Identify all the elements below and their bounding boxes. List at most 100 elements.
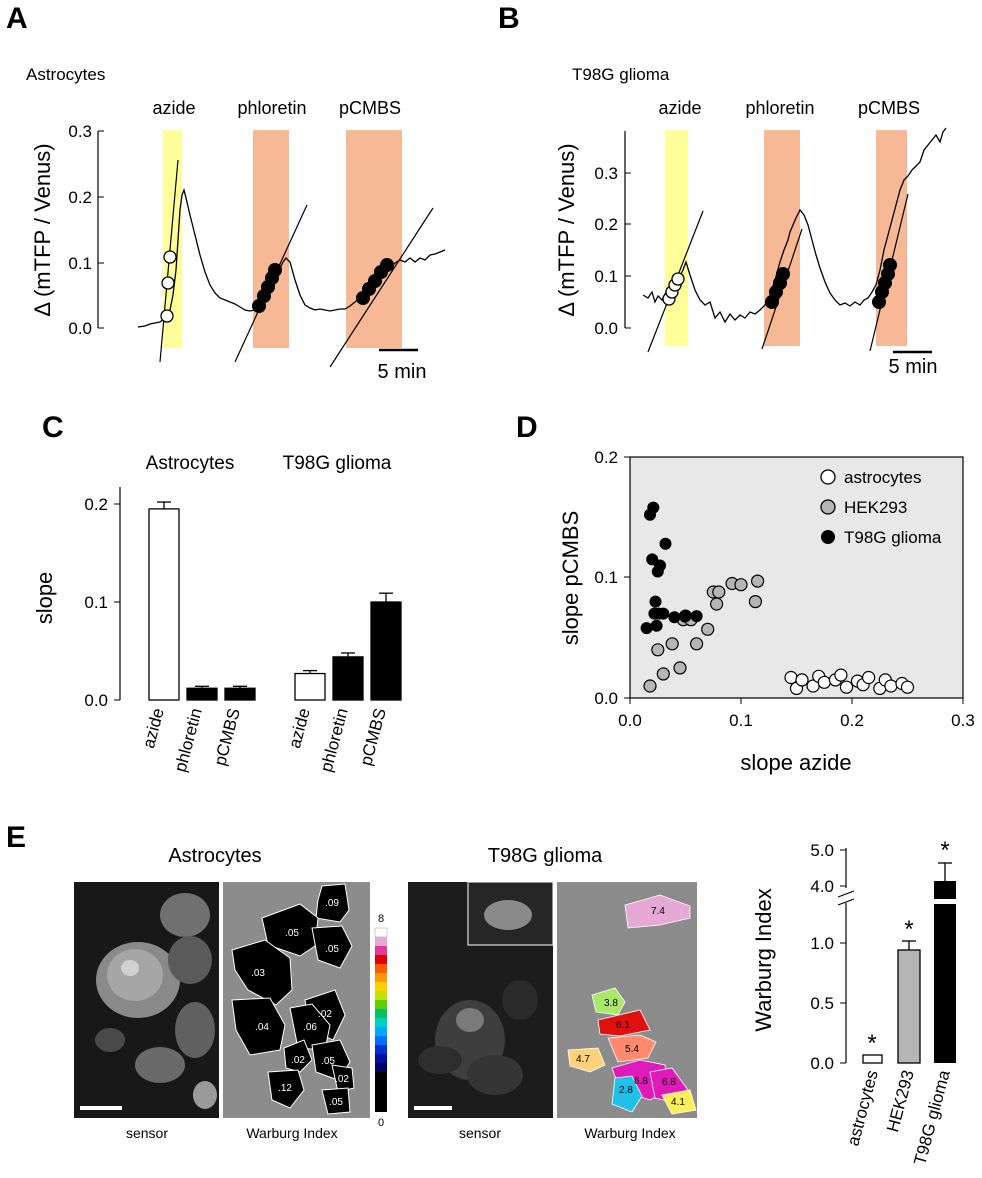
y-tick-label: 1.0 xyxy=(810,934,834,953)
legend-marker-hek293 xyxy=(820,499,836,515)
y-ticks xyxy=(98,130,104,329)
group-label-glioma: T98G glioma xyxy=(283,453,392,474)
bar-phloretin xyxy=(186,687,218,701)
y-tick-label: 0.1 xyxy=(594,568,618,587)
point-t98g-glioma xyxy=(657,607,670,620)
legend-marker-astrocytes xyxy=(820,469,836,485)
colorbar xyxy=(374,927,388,1112)
y-tick-label: 0.0 xyxy=(594,319,618,338)
y-tick-label: 4.0 xyxy=(810,877,834,896)
point-t98g-glioma xyxy=(659,537,672,550)
legend: astrocytes HEK293 T98G glioma xyxy=(820,468,942,547)
y-axis-label: Warburg Index xyxy=(751,888,776,1031)
legend-label: HEK293 xyxy=(844,498,907,517)
cell-value: 3.8 xyxy=(604,998,618,1009)
point-astrocytes xyxy=(900,680,915,694)
sensor-cell-blobs xyxy=(95,893,217,1109)
scale-bar-label: 5 min xyxy=(889,356,938,378)
y-tick-label: 0.1 xyxy=(84,593,108,612)
panel-a-cell-label: Astrocytes xyxy=(26,65,105,84)
warburg-label: Warburg Index xyxy=(246,1125,337,1141)
cell-value: .05 xyxy=(325,944,339,955)
trace-line xyxy=(642,127,947,324)
point-astrocytes xyxy=(884,679,898,693)
pcmbs-band xyxy=(346,130,402,348)
bar-hek293 xyxy=(897,949,921,1064)
y-ticks xyxy=(114,503,120,701)
treatment-label-pcmbs: pCMBS xyxy=(858,98,920,118)
cell-value: .02 xyxy=(318,1009,332,1020)
astrocytes-title: Astrocytes xyxy=(168,845,261,867)
bar-series xyxy=(148,501,402,701)
panel-letter-e: E xyxy=(6,821,26,854)
y-tick-label: 0.0 xyxy=(84,691,108,710)
panel-b-cell-label: T98G glioma xyxy=(572,65,670,84)
data-point xyxy=(776,267,790,281)
x-tick-label: azide xyxy=(139,706,168,750)
legend-label: astrocytes xyxy=(844,468,921,487)
data-point xyxy=(163,250,177,264)
azide-band xyxy=(665,130,688,346)
y-tick-label: 0.3 xyxy=(594,164,618,183)
y-tick-label: 0.1 xyxy=(68,254,92,273)
point-hek293 xyxy=(701,622,715,636)
x-tick-label: pCMBS xyxy=(356,706,390,767)
panel-a: A Astrocytes azide phloretin pCMBS 0.0 0… xyxy=(6,2,446,383)
legend-label: T98G glioma xyxy=(844,528,942,547)
bar-phloretin xyxy=(332,656,364,701)
y-tick-label: 0.3 xyxy=(68,122,92,141)
significance-star: * xyxy=(940,837,949,864)
pcmbs-band xyxy=(876,130,907,346)
y-ticks xyxy=(624,456,630,699)
cell-value: .04 xyxy=(255,1022,269,1033)
panel-letter-a: A xyxy=(6,2,28,35)
data-point xyxy=(671,272,685,286)
phloretin-band xyxy=(253,130,289,348)
x-tick-label: astrocytes xyxy=(843,1068,881,1148)
cell-value: .03 xyxy=(251,968,265,979)
point-hek293 xyxy=(748,594,763,609)
cell-value: 4.1 xyxy=(671,1097,685,1108)
panel-letter-b: B xyxy=(498,2,520,35)
y-tick-label: 5.0 xyxy=(810,841,834,860)
cell-value: 6.1 xyxy=(616,1020,630,1031)
slope-fit-line xyxy=(329,207,434,368)
x-tick-label: 0.1 xyxy=(729,711,753,730)
y-ticks xyxy=(840,849,846,1064)
panel-letter-c: C xyxy=(42,411,64,444)
warburg-label: Warburg Index xyxy=(584,1125,675,1141)
y-tick-label: 0.1 xyxy=(594,267,618,286)
cell-value: 2.8 xyxy=(619,1085,633,1096)
point-t98g-glioma xyxy=(647,501,660,514)
treatment-label-phloretin: phloretin xyxy=(237,98,306,118)
significance-star: * xyxy=(904,916,913,943)
x-tick-label: 0.0 xyxy=(618,711,642,730)
x-tick-label: pCMBS xyxy=(210,706,244,767)
cell-value: 5.4 xyxy=(625,1044,639,1055)
y-axis-label: slope pCMBS xyxy=(558,511,583,646)
warburg-values: .09 .05 .05 .03 .02 .04 .06 .02 .05 .12 … xyxy=(251,898,349,1108)
point-hek293 xyxy=(750,574,765,588)
cell-value: 6.8 xyxy=(662,1077,676,1088)
point-t98g-glioma xyxy=(649,595,662,608)
x-ticks xyxy=(629,698,964,704)
data-point xyxy=(883,258,897,272)
treatment-label-phloretin: phloretin xyxy=(745,98,814,118)
azide-band xyxy=(163,130,182,348)
y-tick-label: 0.2 xyxy=(594,215,618,234)
x-tick-label: 0.3 xyxy=(951,711,975,730)
x-tick-label: azide xyxy=(285,706,314,750)
cell-value: .02 xyxy=(335,1074,349,1085)
panel-e: E Astrocytes T98G glioma sensor xyxy=(6,821,958,1167)
point-astrocytes xyxy=(861,670,876,685)
y-axis-label: slope xyxy=(32,572,57,625)
cell-value: .06 xyxy=(303,1022,317,1033)
y-tick-label: 0.5 xyxy=(810,994,834,1013)
cell-value: 6.8 xyxy=(634,1076,648,1087)
cell-value: .09 xyxy=(325,898,339,909)
bar-azide xyxy=(148,508,180,701)
point-astrocytes xyxy=(784,670,798,685)
panel-c: C Astrocytes T98G glioma 0.0 0.1 0.2 slo… xyxy=(32,411,402,774)
colorbar-min: 0 xyxy=(378,1117,384,1129)
panel-letter-d: D xyxy=(516,411,538,444)
